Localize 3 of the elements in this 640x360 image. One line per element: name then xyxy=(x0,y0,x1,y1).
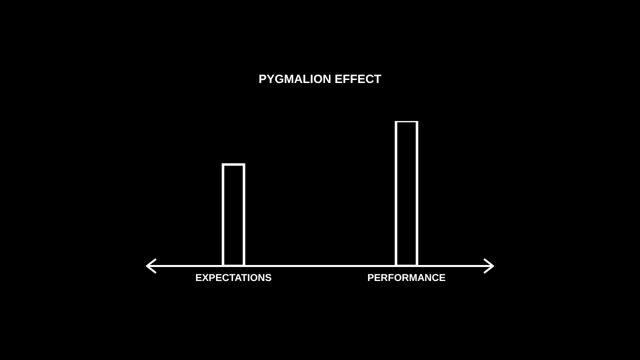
x-tick-label: PERFORMANCE xyxy=(367,273,446,284)
x-tick-label: EXPECTATIONS xyxy=(195,273,272,284)
chart-title: PYGMALION EFFECT xyxy=(258,72,382,86)
